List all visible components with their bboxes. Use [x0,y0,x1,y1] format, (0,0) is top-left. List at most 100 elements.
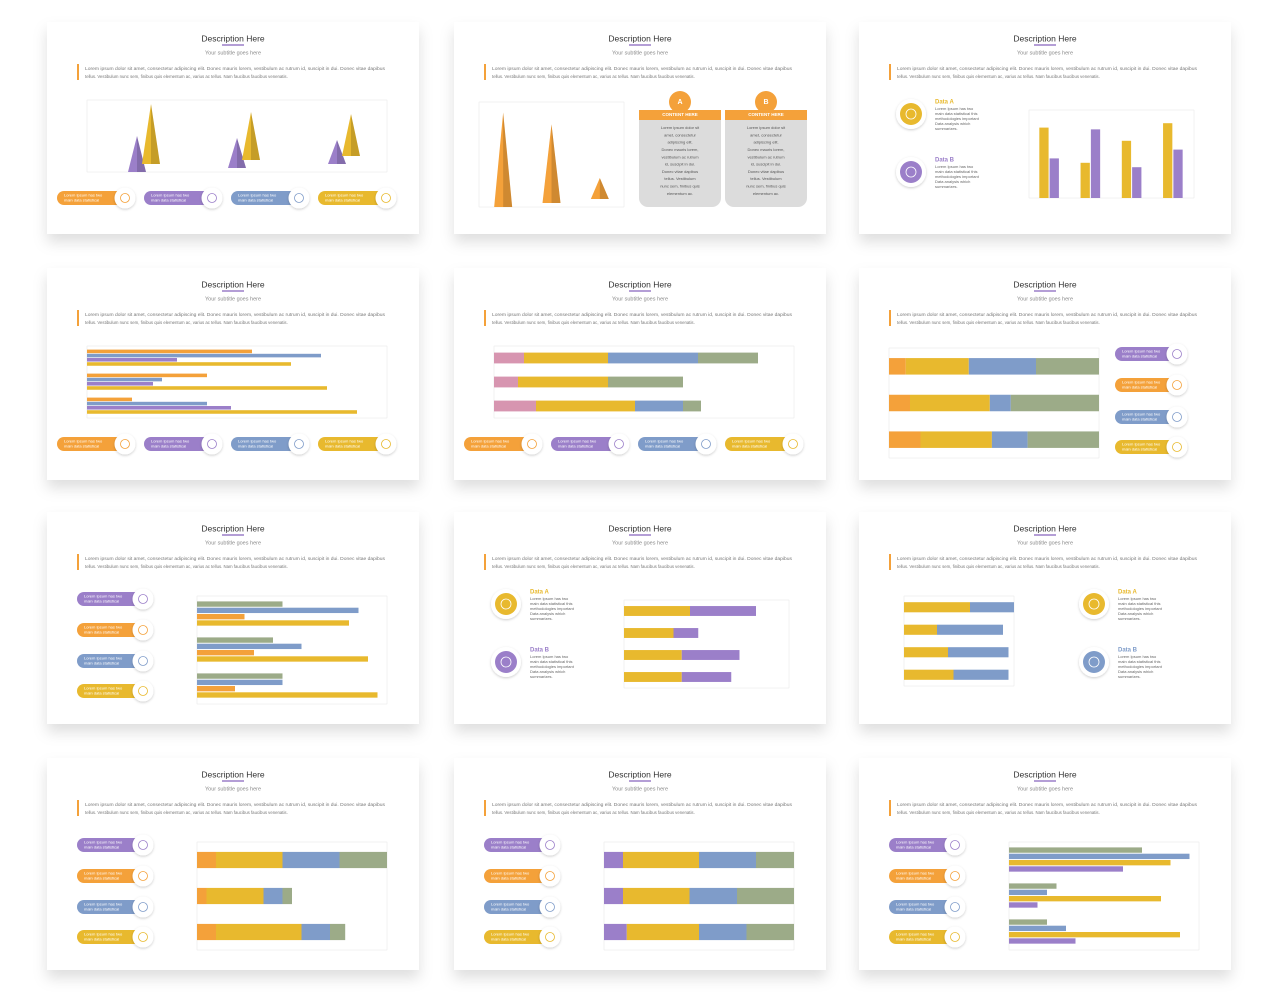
bar-segment [263,887,283,905]
bar-segment [494,376,518,388]
accent-bar [77,310,79,326]
bar-segment [970,602,1014,613]
data-icon-glyph [1088,656,1100,668]
slide: Description Here Your subtitle goes here L… [859,512,1231,724]
bar-segment [905,358,969,375]
data-text: main data statistical this [935,111,977,116]
slide-subtitle: Your subtitle goes here [612,296,668,302]
pill-text: main data statistical [84,845,119,850]
pill-icon-glyph [138,932,148,942]
pill-body [77,838,143,852]
body-text: Lorem ipsum dolor sit amet, consectetur … [85,66,385,71]
data-text: Lorem Ipsum has two [1118,596,1157,601]
card-text: amet, consectetur [750,132,782,137]
bar [1121,140,1132,198]
pill-icon [539,834,561,856]
pill-body [464,437,532,451]
slide-subtitle: Your subtitle goes here [612,786,668,792]
data-text: Lorem Ipsum has two [530,596,569,601]
card-text: Donec vitae dapibus [662,169,698,174]
bar-segment [690,606,756,616]
card-text: elementum ac. [667,191,693,196]
pill-icon-glyph [545,871,555,881]
pill-text: main data statistical [151,198,186,203]
pyramid [142,104,160,164]
bar [1009,932,1180,938]
pill-text: main data statistical [1122,417,1157,422]
bar [197,620,349,626]
pill-text: main data statistical [84,876,119,881]
slide-title: Description Here [608,523,672,533]
pill-icon-glyph [614,439,624,449]
pill-icon [288,433,310,455]
pill-body [1115,410,1177,424]
card-text: Donec mauris lorem, [748,147,785,152]
bar-segment [989,394,1011,412]
bar-segment [948,647,1009,658]
bar [87,410,357,414]
bar-segment [689,887,737,905]
bar [197,656,368,662]
pill-text: Lorem Ipsum has two [1122,349,1161,354]
pill-text: Lorem Ipsum has two [84,594,123,599]
data-text: summarizes. [1118,616,1141,621]
pill-icon-glyph [950,902,960,912]
body-text: tellus. Vestibulum nunc sem, finibus qui… [492,74,695,79]
bar-segment [889,394,910,412]
pill-icon [944,926,966,948]
slide-subtitle: Your subtitle goes here [1017,540,1073,546]
data-text: methodologies important [530,606,575,611]
data-icon-glyph [905,108,917,120]
pill-body [889,869,955,883]
slide: Description Here Your subtitle goes here L… [454,22,826,234]
bar [87,353,321,358]
bar [197,673,283,679]
pill-text: Lorem Ipsum has two [1122,442,1161,447]
pyramid [342,114,360,156]
pill-icon-glyph [1172,442,1182,452]
pill-icon [782,433,804,455]
bar-segment [756,851,794,869]
data-text: Data analysis which [935,179,970,184]
pill-icon [539,926,561,948]
data-icon-fill [495,651,517,673]
slide-bg [454,512,826,724]
pill-text: main data statistical [238,444,273,449]
pill-body [725,437,793,451]
pill-body [77,623,143,637]
slide: Description Here Your subtitle goes here L… [47,268,419,480]
slide: Description Here Your subtitle goes here L… [859,758,1231,970]
bar-segment [608,352,698,364]
pill-icon [114,187,136,209]
pill-body [77,684,143,698]
pill-icon [539,865,561,887]
bar-segment [681,672,732,682]
bar [1009,860,1171,866]
bar-segment [604,923,627,941]
data-text: Data analysis which [935,121,970,126]
pill-text: main data statistical [491,845,526,850]
body-text: tellus. Vestibulum nunc sem, finibus qui… [492,564,695,569]
pill-icon-glyph [545,840,555,850]
pill-text: main data statistical [64,198,99,203]
body-text: Lorem ipsum dolor sit amet, consectetur … [492,802,792,807]
card-text: Donec mauris lorem, [662,147,699,152]
body-text: Lorem ipsum dolor sit amet, consectetur … [492,556,792,561]
data-label: Data A [935,100,954,106]
pyramid-shade [251,112,260,160]
data-icon-glyph [1088,598,1100,610]
bar [197,686,235,692]
pill-text: Lorem Ipsum has two [896,871,935,876]
pill-text: Lorem Ipsum has two [491,871,530,876]
pill-text: main data statistical [238,198,273,203]
bar-segment [624,628,674,638]
card-text: nunc sem, finibus quis [746,183,786,188]
pill-body [1115,440,1177,454]
pill-body [551,437,619,451]
pill-text: main data statistical [84,907,119,912]
slide-subtitle: Your subtitle goes here [612,50,668,56]
pill-text: Lorem Ipsum has two [732,439,771,444]
